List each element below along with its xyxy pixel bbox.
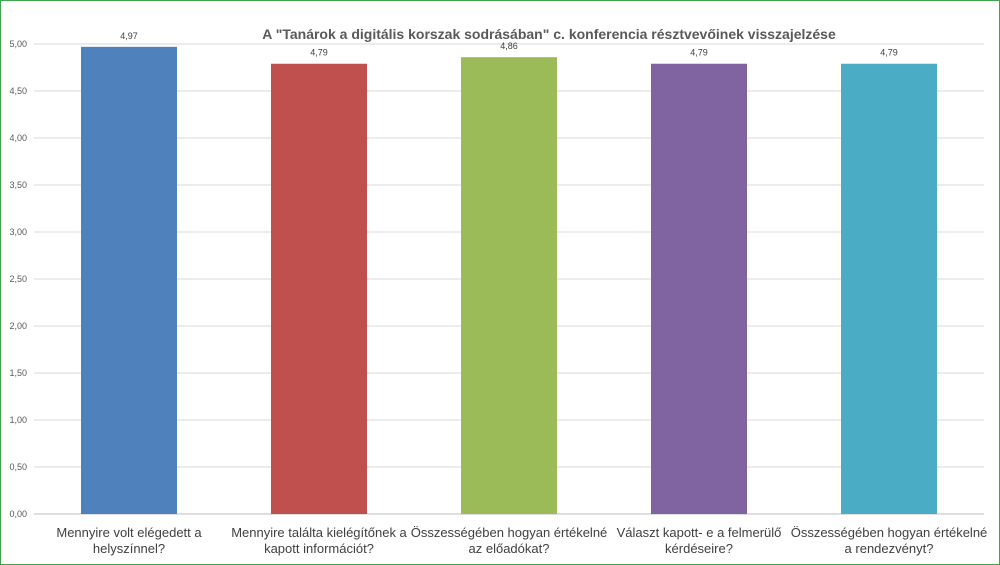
bar: [461, 57, 557, 514]
category-label-line: Választ kapott- e a felmerülő: [617, 525, 782, 540]
y-tick-label: 0,00: [9, 509, 27, 519]
y-axis-tick-labels: 0,00 0,50 1,00 1,50 2,00 2,50 3,00 3,50 4,00 4,50…: [9, 39, 27, 519]
bar: [651, 63, 747, 515]
category-label-line: Mennyire volt elégedett a: [56, 525, 202, 540]
chart-title: A "Tanárok a digitális korszak sodrásába…: [262, 26, 836, 42]
bar: [841, 63, 937, 515]
y-tick-label: 4,50: [9, 86, 27, 96]
y-tick-label: 5,00: [9, 39, 27, 49]
data-label: 4,79: [880, 48, 898, 58]
data-label: 4,97: [120, 31, 138, 41]
bar: [271, 63, 367, 515]
y-tick-label: 3,50: [9, 180, 27, 190]
category-label: Összességében hogyan értékelné a rendezvé…: [791, 525, 988, 556]
category-label: Választ kapott- e a felmerülő kérdéseire?: [617, 525, 782, 556]
y-tick-label: 1,00: [9, 415, 27, 425]
category-label-line: kapott információt?: [264, 541, 374, 556]
category-label: Mennyire találta kielégítőnek a kapott in…: [231, 525, 407, 556]
category-label: Összességében hogyan értékelné az előadók…: [411, 525, 608, 556]
bar: [81, 46, 177, 514]
y-tick-label: 2,00: [9, 321, 27, 331]
bars: [81, 46, 937, 515]
category-labels: Mennyire volt elégedett a helyszínnel?Men…: [56, 525, 987, 556]
y-tick-label: 4,00: [9, 133, 27, 143]
y-tick-label: 1,50: [9, 368, 27, 378]
data-label: 4,79: [690, 48, 708, 58]
category-label-line: kérdéseire?: [665, 541, 733, 556]
category-label-line: a rendezvényt?: [845, 541, 934, 556]
category-label-line: Összességében hogyan értékelné: [411, 525, 608, 540]
category-label-line: az előadókat?: [469, 541, 550, 556]
category-label: Mennyire volt elégedett a helyszínnel?: [56, 525, 202, 556]
data-label: 4,86: [500, 41, 518, 51]
category-label-line: Összességében hogyan értékelné: [791, 525, 988, 540]
data-labels: 4,97 4,79 4,86 4,79 4,79: [120, 31, 898, 58]
y-tick-label: 3,00: [9, 227, 27, 237]
y-tick-label: 0,50: [9, 462, 27, 472]
category-label-line: helyszínnel?: [93, 541, 165, 556]
data-label: 4,79: [310, 48, 328, 58]
y-tick-label: 2,50: [9, 274, 27, 284]
category-label-line: Mennyire találta kielégítőnek a: [231, 525, 407, 540]
